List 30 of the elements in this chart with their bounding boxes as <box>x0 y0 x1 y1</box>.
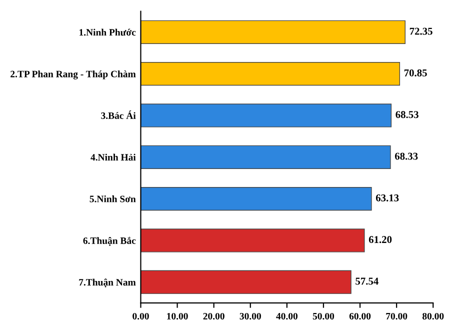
data-label: 68.53 <box>396 111 418 118</box>
x-tick-label: 30.00 <box>240 312 261 320</box>
data-label: 61.20 <box>368 236 392 244</box>
x-tick-label: 60.00 <box>349 312 371 320</box>
y-tick-label: 1.Ninh Phước <box>80 28 136 36</box>
x-tick-label: 40.00 <box>276 312 298 320</box>
y-tick-label: 7.Thuận Nam <box>79 278 136 288</box>
x-tick-label: 50.00 <box>312 312 334 320</box>
bar <box>140 228 365 252</box>
x-tick-label: 20.00 <box>203 312 224 320</box>
data-label: 70.85 <box>404 69 427 76</box>
y-tick-label: 3.Bác Ái <box>101 110 136 119</box>
bar <box>140 104 392 128</box>
bar <box>140 62 400 86</box>
data-label: 57.54 <box>356 278 378 285</box>
y-tick-label: 5.Ninh Sơn <box>90 195 136 202</box>
x-tick-label: 70.00 <box>386 312 408 320</box>
y-tick-label: 2.TP Phan Rang - Tháp Chàm <box>10 70 136 80</box>
data-label: 68.33 <box>394 152 418 160</box>
x-tick-label: 10.00 <box>167 312 188 320</box>
bar <box>140 270 352 294</box>
bar <box>140 145 391 169</box>
data-label: 72.35 <box>410 28 432 35</box>
x-tick-label: 0.00 <box>132 312 149 320</box>
y-tick-label: 4.Ninh Hải <box>90 154 136 161</box>
bar <box>140 20 406 44</box>
x-tick-label: 80.00 <box>422 312 444 320</box>
bar <box>140 186 372 211</box>
y-tick-label: 6.Thuận Bắc <box>83 236 136 246</box>
data-label: 63.13 <box>376 194 399 202</box>
